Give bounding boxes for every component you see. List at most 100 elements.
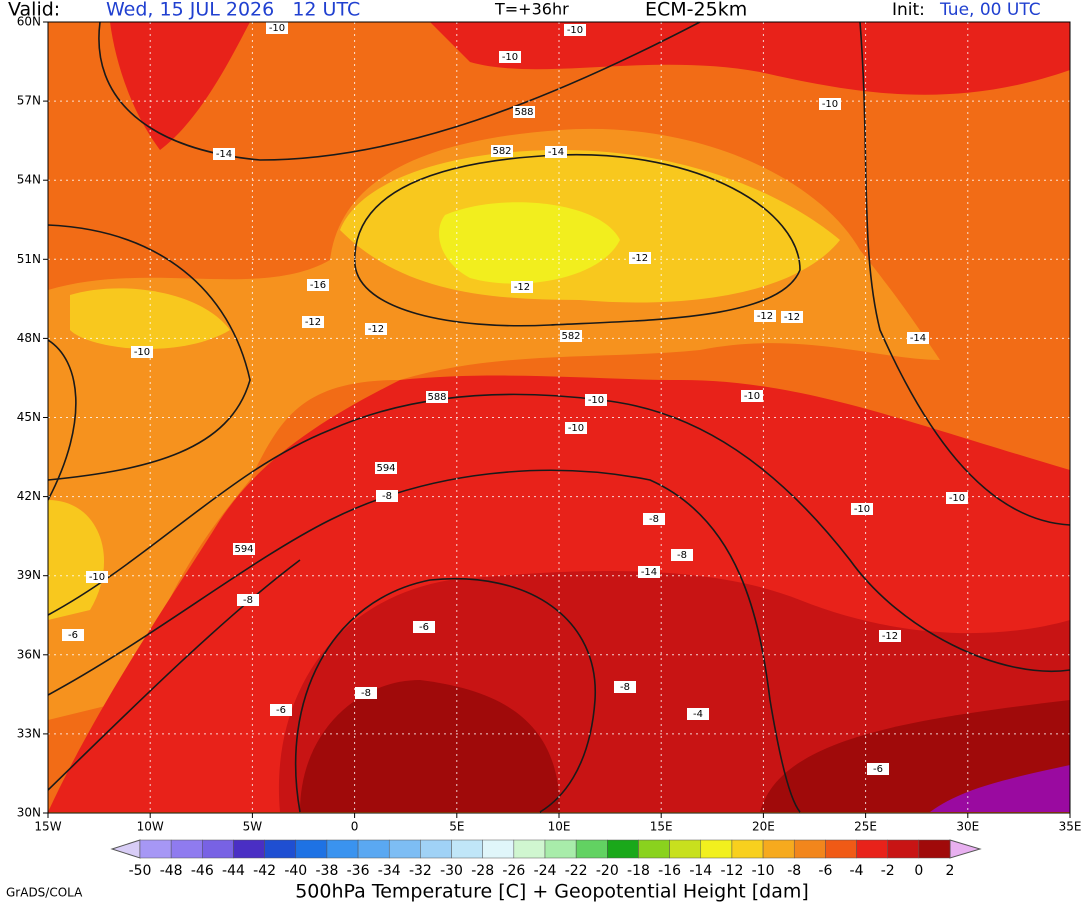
lon-label: 10E bbox=[548, 820, 571, 834]
lon-label: 10W bbox=[137, 820, 164, 834]
graticule bbox=[48, 22, 1070, 813]
contour-label: -10 bbox=[588, 395, 604, 406]
colorbar-box bbox=[264, 839, 297, 859]
colorbar-box bbox=[295, 839, 328, 859]
field-purple bbox=[930, 765, 1070, 812]
contour-label: 582 bbox=[561, 331, 580, 342]
label-box bbox=[270, 704, 292, 716]
label-box bbox=[614, 681, 636, 693]
contour-label: 582 bbox=[492, 146, 511, 157]
lat-label: 45N bbox=[17, 410, 41, 424]
contour-label: -14 bbox=[216, 149, 232, 160]
contour-label: -8 bbox=[620, 682, 630, 693]
contour-label: -12 bbox=[757, 311, 773, 322]
label-box bbox=[867, 763, 889, 775]
init-time: Tue, 00 UTC bbox=[939, 0, 1041, 20]
colorbar-box bbox=[326, 839, 359, 859]
label-box bbox=[545, 146, 567, 158]
lat-label: 36N bbox=[17, 647, 41, 661]
colorbar-label: -6 bbox=[818, 863, 832, 879]
contour-label: 594 bbox=[376, 463, 395, 474]
colorbar-label: -36 bbox=[347, 863, 370, 879]
colorbar-box bbox=[887, 839, 920, 859]
label-box bbox=[946, 492, 968, 504]
colorbar-box bbox=[202, 839, 234, 859]
lat-label: 51N bbox=[17, 252, 41, 266]
label-box bbox=[879, 630, 901, 642]
contour-label: -8 bbox=[677, 550, 687, 561]
colorbar-label: -24 bbox=[534, 863, 557, 879]
lon-label: 5W bbox=[243, 820, 263, 834]
label-box bbox=[585, 394, 607, 406]
label-box bbox=[819, 98, 841, 110]
label-box bbox=[687, 708, 709, 720]
lon-label: 15E bbox=[650, 820, 673, 834]
contour-label: -6 bbox=[68, 630, 78, 641]
contour-label: -6 bbox=[419, 622, 429, 633]
lon-label: 30E bbox=[956, 820, 979, 834]
label-box bbox=[638, 566, 660, 578]
label-box bbox=[302, 316, 324, 328]
contour-label: -12 bbox=[784, 312, 800, 323]
colorbar-label: 2 bbox=[946, 863, 955, 879]
colorbar-box bbox=[638, 839, 670, 859]
lat-label: 54N bbox=[17, 173, 41, 187]
colorbar-label: -14 bbox=[689, 863, 712, 879]
contour-line bbox=[48, 559, 301, 791]
colorbar-box bbox=[793, 839, 826, 859]
label-box bbox=[499, 51, 521, 63]
contour-label: -10 bbox=[568, 423, 584, 434]
label-box bbox=[426, 391, 448, 403]
field-yellow bbox=[438, 202, 620, 284]
valid-label: Valid: bbox=[8, 0, 60, 21]
contour-label: 588 bbox=[427, 392, 446, 403]
contour-label: -10 bbox=[269, 23, 285, 34]
label-box bbox=[266, 22, 288, 34]
label-box bbox=[754, 310, 776, 322]
credit: GrADS/COLA bbox=[6, 886, 83, 900]
colorbar: -50 -48 -46 -44 -42 -40 -38 -36 -34 -32 -30 -28 -26-… bbox=[110, 839, 982, 879]
label-box bbox=[564, 24, 586, 36]
label-box bbox=[213, 148, 235, 160]
label-box bbox=[375, 462, 397, 474]
colorbar-box bbox=[482, 839, 515, 859]
label-box bbox=[307, 279, 329, 291]
label-box bbox=[365, 323, 387, 335]
contour-label: -4 bbox=[693, 709, 703, 720]
colorbar-label: -32 bbox=[409, 863, 432, 879]
colorbar-box bbox=[762, 839, 795, 859]
label-box bbox=[376, 490, 398, 502]
colorbar-box bbox=[607, 839, 639, 859]
caption: 500hPa Temperature [C] + Geopotential He… bbox=[295, 881, 809, 903]
contour-label: -10 bbox=[949, 493, 965, 504]
colorbar-label: -48 bbox=[160, 863, 183, 879]
contour-labels: -10 -10 -10 -10 588 -14 582 -14 -12 -16 -12 -12 -12 5… bbox=[62, 22, 968, 775]
colorbar-label: 0 bbox=[914, 863, 923, 879]
colorbar-label: -28 bbox=[471, 863, 494, 879]
contour-label: -14 bbox=[641, 567, 657, 578]
label-box bbox=[907, 332, 929, 344]
contour-label: -8 bbox=[382, 491, 392, 502]
contour-label: -10 bbox=[822, 99, 838, 110]
contour-label: 588 bbox=[514, 107, 533, 118]
colorbar-under bbox=[110, 839, 141, 859]
colorbar-box bbox=[420, 839, 452, 859]
colorbar-over bbox=[949, 839, 982, 859]
label-box bbox=[233, 543, 255, 555]
label-box bbox=[781, 311, 803, 323]
contour-label: -12 bbox=[882, 631, 898, 642]
colorbar-label: -50 bbox=[129, 863, 152, 879]
contour-line bbox=[98, 22, 701, 161]
init-label: Init: bbox=[892, 0, 925, 20]
label-box bbox=[513, 106, 535, 118]
label-box bbox=[511, 281, 533, 293]
lat-label: 39N bbox=[17, 568, 41, 582]
contour-line bbox=[48, 224, 251, 481]
contour-label: -8 bbox=[649, 514, 659, 525]
label-box bbox=[560, 330, 582, 342]
valid-time: Wed, 15 JUL 2026 12 UTC bbox=[106, 0, 360, 21]
contour-label: -6 bbox=[276, 705, 286, 716]
contour-line bbox=[48, 469, 801, 813]
label-box bbox=[62, 629, 84, 641]
